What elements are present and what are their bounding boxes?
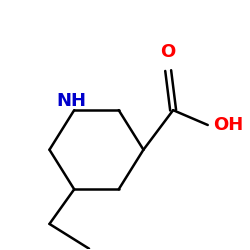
- Text: NH: NH: [57, 92, 87, 110]
- Text: O: O: [160, 43, 176, 61]
- Text: OH: OH: [213, 116, 243, 134]
